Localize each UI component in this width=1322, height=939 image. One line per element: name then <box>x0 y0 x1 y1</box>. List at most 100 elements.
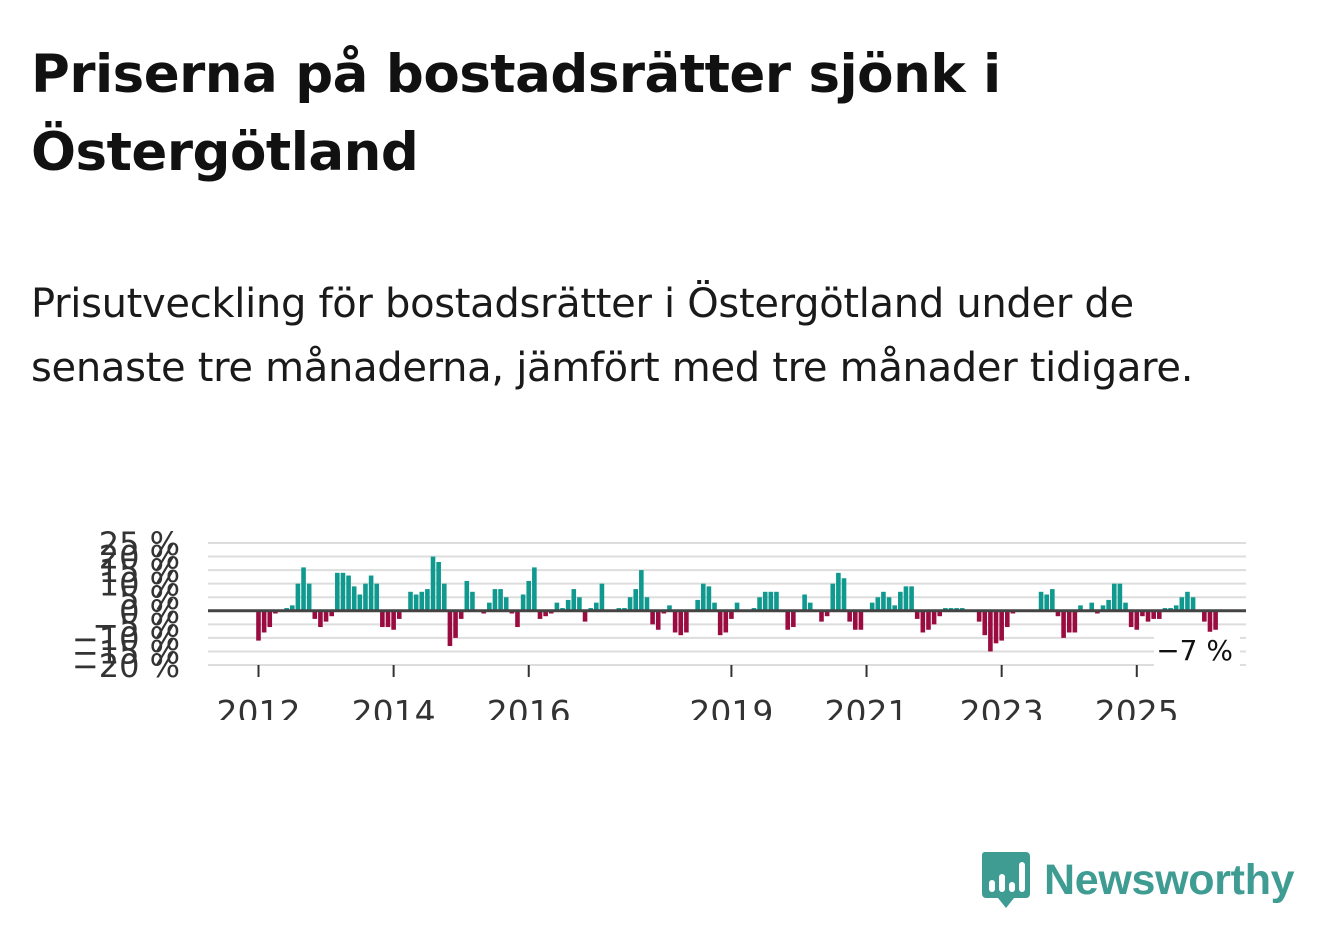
bar <box>312 610 318 619</box>
bar <box>1207 610 1213 636</box>
bar <box>1213 610 1218 630</box>
y-tick-label: 5 % <box>119 579 180 617</box>
bar <box>639 570 644 611</box>
bar <box>470 591 475 611</box>
bar <box>267 610 273 628</box>
y-tick-label: −5 % <box>92 606 180 644</box>
bar <box>644 597 650 611</box>
bar <box>931 610 937 625</box>
y-tick-label: 25 % <box>99 525 180 563</box>
bar <box>1157 610 1162 619</box>
bar <box>436 561 441 611</box>
bar <box>351 586 357 611</box>
bar <box>447 610 453 647</box>
x-tick-label: 2012 <box>217 693 301 720</box>
bar <box>695 599 700 611</box>
bar <box>898 591 903 611</box>
bar <box>537 610 543 619</box>
bar <box>1078 605 1083 611</box>
newsworthy-logo-text: Newsworthy <box>1044 855 1295 904</box>
bar-chart: 25 %20 %15 %10 %5 %0 %−5 %−10 %−15 %−20 … <box>72 525 1246 720</box>
bar <box>374 583 380 611</box>
chart-subtitle: Prisutveckling för bostadsrätter i Öster… <box>31 281 1194 391</box>
bar <box>982 610 988 636</box>
newsworthy-logo-icon <box>981 852 1030 908</box>
bar <box>886 597 892 611</box>
bar <box>920 610 926 633</box>
bar <box>1202 610 1207 622</box>
bar <box>881 591 886 611</box>
bar <box>453 610 458 638</box>
bar <box>706 586 712 611</box>
bar <box>633 589 639 611</box>
y-tick-label: −20 % <box>72 647 180 685</box>
bar <box>909 586 914 611</box>
bar <box>1089 602 1095 611</box>
bar <box>627 597 633 611</box>
bar <box>1061 610 1066 638</box>
y-axis-labels: 25 %20 %15 %10 %5 %0 %−5 %−10 %−15 %−20 … <box>72 525 180 685</box>
y-tick-label: 10 % <box>99 566 180 604</box>
bar <box>712 602 717 611</box>
bar <box>582 610 588 622</box>
bar <box>678 610 684 636</box>
bar <box>852 610 858 630</box>
bar <box>667 605 672 611</box>
bar <box>926 610 931 630</box>
bar <box>819 610 824 622</box>
bar <box>498 589 503 611</box>
bar <box>672 610 678 633</box>
last-value-annotation: −7 % <box>1154 631 1240 668</box>
bar <box>346 575 351 611</box>
bar <box>571 589 577 611</box>
bar <box>289 605 295 611</box>
bar <box>869 602 875 611</box>
bar <box>261 610 267 633</box>
bar <box>1151 610 1156 619</box>
bar <box>1179 597 1185 611</box>
chart-title: Priserna på bostadsrätter sjönk i Österg… <box>31 44 1001 183</box>
x-axis-labels: 2012 2014 2016 2019 2021 2023 2025 <box>217 665 1179 720</box>
bar <box>520 594 526 611</box>
bar <box>515 610 520 628</box>
bar <box>650 610 655 625</box>
bar <box>1173 605 1179 611</box>
bar <box>774 591 779 611</box>
bar <box>1111 583 1117 611</box>
bar <box>380 610 385 628</box>
bar <box>565 599 571 611</box>
bar <box>301 567 306 611</box>
newsworthy-logo: Newsworthy <box>980 850 1295 910</box>
bar <box>1066 610 1072 633</box>
x-tick-label: 2023 <box>960 693 1044 720</box>
bar <box>458 610 464 619</box>
bar <box>824 610 830 617</box>
bar <box>1145 610 1151 622</box>
bar <box>1128 610 1134 628</box>
y-tick-label: 15 % <box>99 552 180 590</box>
x-tick-label: 2025 <box>1095 693 1179 720</box>
bar <box>385 610 391 628</box>
bar <box>655 610 661 630</box>
y-tick-label: −15 % <box>72 633 180 671</box>
bar <box>363 583 368 611</box>
x-tick-label: 2021 <box>825 693 909 720</box>
bar <box>492 589 498 611</box>
bar <box>295 583 301 611</box>
bar <box>464 580 470 611</box>
bar <box>785 610 791 630</box>
bar <box>841 578 847 611</box>
bar <box>1072 610 1078 633</box>
bar <box>830 583 836 611</box>
bar <box>1117 583 1123 611</box>
bar <box>988 610 993 652</box>
bar <box>340 572 346 611</box>
bar <box>734 602 740 611</box>
bar <box>762 591 768 611</box>
bar <box>430 556 436 611</box>
bar <box>1050 589 1055 611</box>
bar <box>1100 605 1106 611</box>
bar <box>757 597 762 611</box>
bar <box>768 591 774 611</box>
bar <box>791 610 796 628</box>
